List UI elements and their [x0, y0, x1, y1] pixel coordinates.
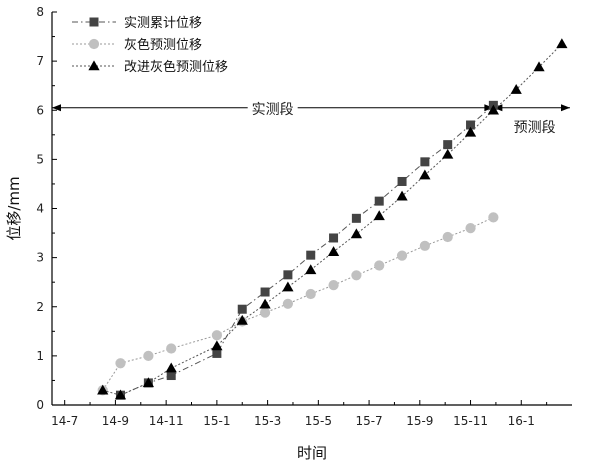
- data-point: [142, 377, 155, 388]
- data-point: [510, 83, 522, 94]
- data-point: [466, 120, 476, 130]
- x-tick-label: 15-9: [406, 414, 433, 428]
- y-tick-label: 1: [36, 349, 44, 363]
- data-point: [443, 140, 453, 150]
- measured-arrow-left-head: [52, 104, 61, 112]
- legend-item-3: 改进灰色预测位移: [72, 59, 228, 75]
- data-point: [396, 190, 408, 201]
- x-tick-label: 15-5: [305, 414, 332, 428]
- data-point: [305, 264, 317, 275]
- y-tick-label: 7: [36, 54, 44, 68]
- data-point: [350, 228, 363, 239]
- y-tick-label: 0: [36, 398, 44, 412]
- forecast-arrow-right-head: [561, 104, 570, 112]
- y-tick-label: 5: [36, 152, 44, 166]
- data-point: [351, 270, 362, 281]
- data-point: [282, 298, 294, 309]
- x-tick-label: 16-1: [508, 414, 535, 428]
- legend-item-1: 实测累计位移: [72, 16, 202, 31]
- data-point: [419, 240, 430, 251]
- series-1: [115, 100, 498, 400]
- y-tick-label: 2: [36, 300, 44, 314]
- data-point: [464, 126, 477, 137]
- data-point: [373, 210, 385, 221]
- data-point: [533, 61, 545, 72]
- x-axis-title: 时间: [297, 444, 327, 462]
- data-point: [259, 307, 271, 318]
- series-2: [97, 212, 499, 396]
- forecast-segment-label: 预测段: [514, 120, 556, 136]
- x-tick-label: 15-11: [453, 414, 488, 428]
- data-point: [260, 287, 270, 297]
- legend-item-2: 灰色预测位移: [72, 37, 202, 53]
- data-point: [327, 246, 340, 256]
- data-point: [143, 350, 154, 361]
- y-tick-label: 4: [36, 202, 44, 216]
- series-line: [102, 216, 494, 391]
- data-point: [465, 223, 476, 234]
- data-point: [282, 281, 294, 292]
- data-point: [351, 213, 361, 223]
- data-point: [115, 358, 126, 369]
- data-point: [236, 314, 248, 325]
- data-point: [166, 371, 176, 381]
- legend-label: 灰色预测位移: [124, 37, 202, 53]
- x-tick-label: 14-11: [149, 414, 184, 428]
- data-point: [442, 148, 454, 159]
- data-point: [211, 340, 223, 351]
- x-tick-label: 14-9: [102, 414, 129, 428]
- axes: 0 1 2 3 4 5 6 7 8 14-7 14-9 14-11 15-1 15-3 15-5 15-7 15…: [36, 5, 572, 428]
- data-point: [259, 298, 271, 309]
- series-layer: [97, 38, 568, 400]
- data-point: [97, 384, 109, 395]
- legend-marker: [88, 38, 100, 50]
- y-tick-label: 8: [36, 5, 44, 19]
- series-line: [120, 104, 494, 396]
- measured-label-bg: [247, 100, 298, 119]
- data-point: [419, 169, 431, 180]
- data-point: [283, 270, 293, 280]
- data-point: [212, 348, 222, 358]
- data-point: [305, 288, 316, 300]
- series-3: [97, 38, 568, 400]
- x-tick-label: 15-7: [355, 414, 382, 428]
- data-point: [420, 157, 430, 167]
- data-point: [328, 280, 339, 291]
- data-point: [329, 233, 339, 243]
- legend-label: 改进灰色预测位移: [124, 59, 228, 75]
- data-point: [306, 250, 316, 260]
- data-point: [374, 260, 385, 271]
- data-point: [487, 104, 499, 115]
- data-point: [442, 231, 453, 243]
- legend-label: 实测累计位移: [124, 16, 202, 31]
- y-tick-label: 6: [36, 103, 44, 117]
- measured-segment-label: 实测段: [252, 102, 294, 118]
- x-tick-label: 14-7: [51, 414, 78, 428]
- legend-marker: [89, 17, 99, 27]
- data-point: [488, 212, 499, 223]
- y-axis-title: 位移/mm: [5, 176, 23, 240]
- y-tick-label: 3: [36, 251, 44, 265]
- data-point: [374, 196, 384, 206]
- x-tick-label: 15-1: [203, 414, 230, 428]
- data-point: [114, 389, 127, 400]
- data-point: [166, 343, 177, 354]
- data-point: [211, 330, 222, 341]
- data-point: [237, 304, 247, 314]
- legend-marker: [88, 60, 100, 71]
- data-point: [397, 176, 407, 186]
- data-point: [396, 250, 408, 261]
- data-point: [556, 38, 568, 49]
- x-tick-label: 15-3: [254, 414, 281, 428]
- data-point: [165, 362, 177, 373]
